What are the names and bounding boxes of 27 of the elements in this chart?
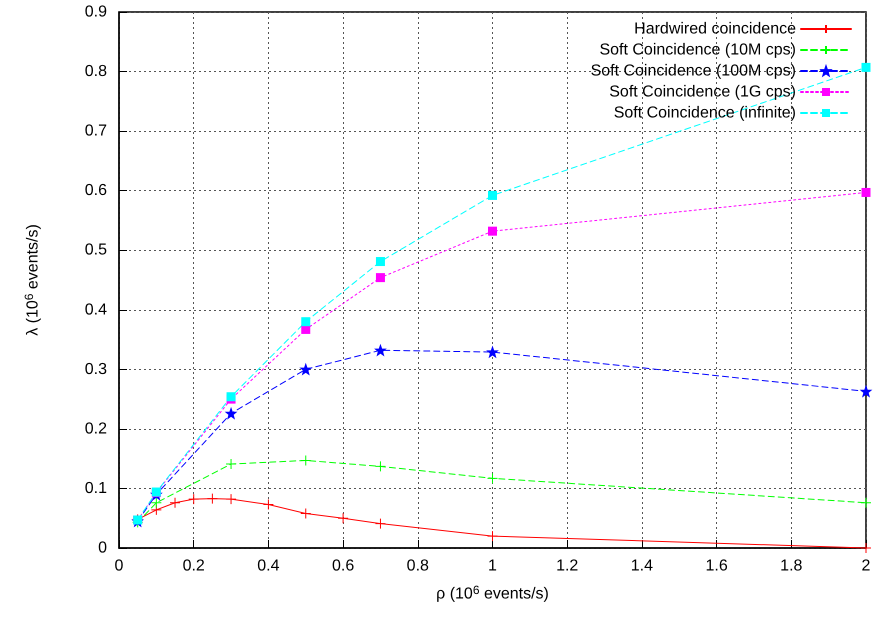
y-tick-label: 0.2 [84, 420, 108, 438]
legend-label: Soft Coincidence (100M cps) [590, 62, 796, 80]
x-tick-label: 0.6 [332, 558, 354, 574]
x-tick-label: 0.2 [182, 558, 205, 574]
x-tick-label: 1.2 [556, 558, 578, 574]
x-tick-label: 1 [488, 558, 498, 574]
y-tick-label: 0 [98, 540, 108, 556]
y-tick-label: 0.4 [84, 301, 108, 318]
y-tick-label: 0.6 [84, 182, 108, 200]
y-tick-label: 0.8 [84, 63, 108, 80]
y-tick-label: 0.5 [84, 242, 108, 259]
y-axis-title: λ (106 events/s) [22, 224, 42, 336]
y-tick-label: 0.3 [84, 360, 108, 378]
x-tick-label: 2 [862, 558, 871, 574]
x-tick-label: 1.8 [780, 558, 803, 574]
legend-label: Soft Coincidence (infinite) [614, 104, 796, 122]
y-tick-label: 0.9 [84, 4, 108, 20]
x-tick-label: 0 [114, 558, 124, 574]
y-tick-label: 0.7 [84, 122, 108, 140]
y-tick-label: 0.1 [84, 480, 108, 497]
legend-label: Hardwired coincidence [634, 20, 796, 38]
x-tick-label: 0.8 [406, 558, 430, 574]
legend-label: Soft Coincidence (10M cps) [599, 42, 796, 58]
x-tick-label: 1.4 [630, 558, 654, 574]
x-tick-label: 1.6 [705, 558, 728, 574]
x-tick-label: 0.4 [257, 558, 280, 574]
legend-label: Soft Coincidence (1G cps) [609, 84, 796, 100]
